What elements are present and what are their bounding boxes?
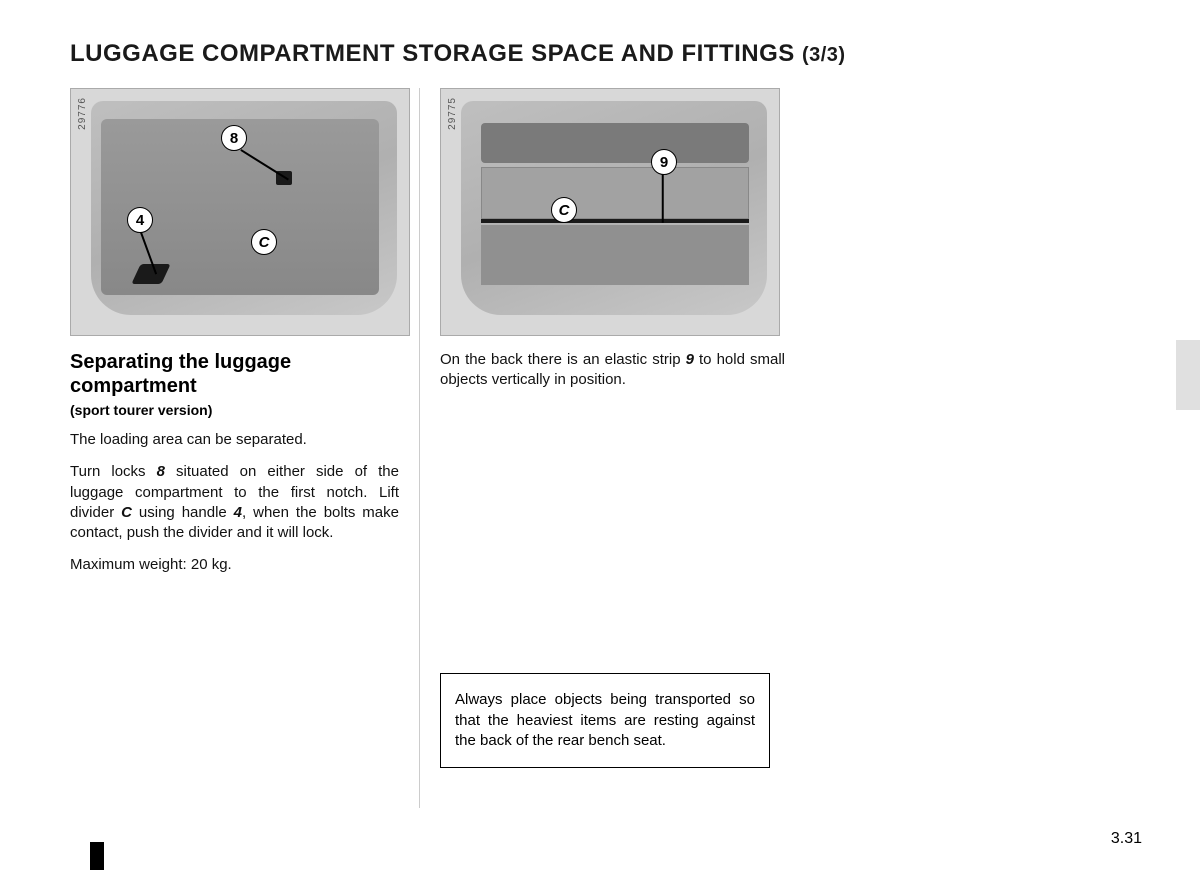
page-title: LUGGAGE COMPARTMENT STORAGE SPACE AND FI… — [70, 40, 1150, 68]
divider-panel — [481, 167, 749, 219]
section-heading: Separating the luggage compartment — [70, 350, 399, 398]
paragraph-strip: On the back there is an elastic strip 9 … — [440, 350, 785, 391]
floor-panel — [481, 225, 749, 285]
footer-mark — [90, 842, 104, 870]
photo-id-left: 29776 — [77, 97, 88, 130]
column-left: 29776 8 4 C Separating the luggage compa… — [70, 88, 420, 808]
figure-left: 29776 8 4 C — [70, 88, 410, 336]
figure-right: 29775 9 C — [440, 88, 780, 336]
callout-9: 9 — [651, 149, 677, 175]
page-tab — [1176, 340, 1200, 410]
paragraph-max-weight: Maximum weight: 20 kg. — [70, 555, 399, 575]
page-number: 3.31 — [1111, 830, 1142, 848]
section-subheading: (sport tourer version) — [70, 402, 399, 418]
photo-id-right: 29775 — [447, 97, 458, 130]
title-main: LUGGAGE COMPARTMENT STORAGE SPACE AND FI… — [70, 40, 795, 67]
content-columns: 29776 8 4 C Separating the luggage compa… — [70, 88, 1150, 808]
column-middle: 29775 9 C On the back there is an elasti… — [440, 88, 785, 808]
paragraph-intro: The loading area can be separated. — [70, 430, 399, 450]
callout-4: 4 — [127, 207, 153, 233]
callout-c-left: C — [251, 229, 277, 255]
safety-note: Always place objects being transported s… — [440, 673, 770, 768]
callout-c-right: C — [551, 197, 577, 223]
callout-8: 8 — [221, 125, 247, 151]
paragraph-instructions: Turn locks 8 situated on either side of … — [70, 462, 399, 543]
column-right — [805, 88, 1150, 808]
title-suffix: (3/3) — [802, 44, 846, 66]
leader-9 — [662, 175, 664, 223]
parcel-shelf — [481, 123, 749, 163]
elastic-strip — [481, 219, 749, 223]
